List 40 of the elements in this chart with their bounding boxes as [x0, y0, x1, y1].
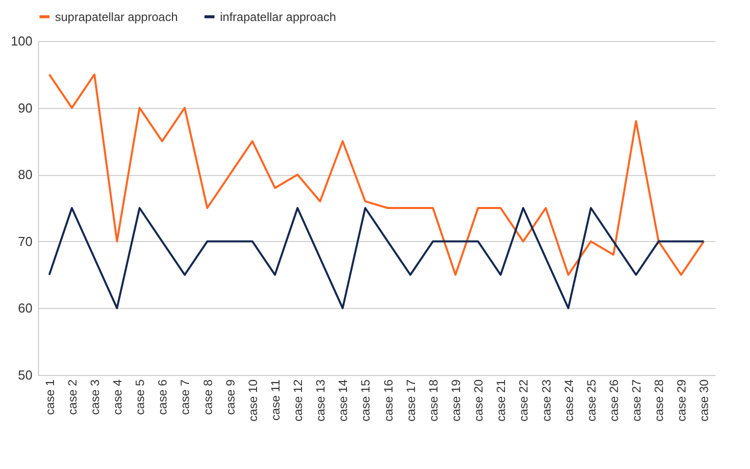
legend-label: infrapatellar approach: [220, 10, 336, 24]
x-tick-label: case 12: [291, 379, 306, 422]
x-tick-label: case 15: [358, 379, 373, 422]
line-series: [48, 207, 705, 310]
x-tick-label: case 23: [539, 379, 554, 422]
y-tick-label: 80: [18, 167, 32, 182]
y-tick-label: 100: [10, 34, 32, 48]
x-tick-label: case 4: [110, 379, 124, 415]
x-tick-label: case 17: [404, 379, 418, 422]
x-tick-label: case 11: [268, 379, 282, 421]
line-series: [48, 73, 705, 276]
x-tick-label: case 28: [652, 379, 666, 422]
x-tick-label: case 16: [381, 379, 396, 422]
x-tick-label: case 27: [630, 379, 644, 422]
x-tick-label: case 20: [472, 379, 486, 422]
x-tick-label: case 6: [156, 379, 170, 415]
x-tick-label: case 13: [314, 379, 328, 422]
x-tick-label: case 22: [516, 379, 531, 422]
x-tick-label: case 3: [88, 379, 102, 415]
x-tick-label: case 19: [448, 379, 463, 422]
y-tick-label: 70: [18, 234, 32, 249]
y-tick-label: 50: [18, 368, 32, 382]
y-tick-label: 90: [18, 100, 32, 116]
x-tick-label: case 25: [584, 379, 598, 422]
x-tick-label: case 18: [426, 379, 440, 422]
x-tick-label: case 7: [178, 379, 192, 415]
x-tick-label: case 10: [246, 379, 260, 422]
x-tick-label: case 29: [674, 379, 689, 422]
x-tick-label: case 8: [200, 379, 215, 415]
y-tick-label: 60: [18, 300, 32, 316]
x-tick-label: case 26: [606, 379, 621, 422]
legend-label: suprapatellar approach: [55, 10, 178, 24]
x-tick-label: case 14: [336, 379, 350, 422]
x-tick-label: case 1: [42, 379, 57, 415]
x-tick-label: case 9: [223, 379, 238, 415]
x-tick-label: case 24: [562, 379, 576, 422]
x-tick-label: case 21: [494, 379, 508, 422]
x-tick-label: case 30: [697, 379, 712, 422]
x-tick-label: case 5: [133, 379, 148, 415]
x-tick-label: case 2: [65, 379, 80, 415]
